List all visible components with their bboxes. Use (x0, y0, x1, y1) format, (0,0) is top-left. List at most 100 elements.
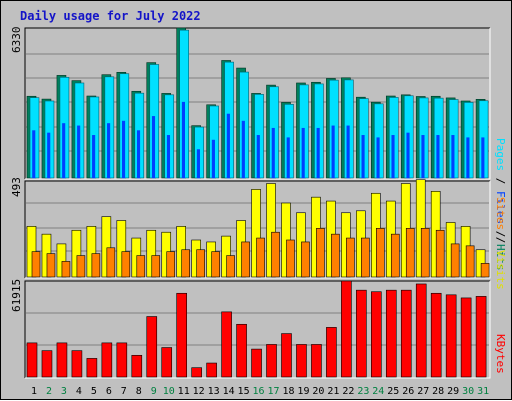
bar-kbytes (341, 280, 352, 378)
bar-files (77, 125, 81, 179)
bar-files (421, 135, 425, 179)
bar-files (181, 101, 185, 179)
day-label: 1 (31, 386, 37, 397)
day-label: 15 (238, 386, 250, 397)
mid-y-max-label: 493 (10, 177, 23, 197)
day-labels: 1 2 3 4 5 6 7 8 9 10 11 12 13 14 15 16 17 18 19 20 21 22 23 24 2… (31, 386, 489, 397)
bar-kbytes (56, 342, 68, 378)
bar-sites (465, 245, 475, 278)
bar-visits (56, 243, 67, 278)
bar-kbytes (176, 292, 187, 378)
bar-sites (151, 255, 161, 278)
bar-sites (226, 255, 235, 278)
bar-sites (390, 233, 400, 278)
bar-sites (420, 228, 430, 278)
bar-kbytes (281, 333, 292, 378)
day-label: 8 (136, 386, 142, 397)
bar-kbytes (475, 296, 487, 378)
bar-visits (101, 216, 112, 278)
day-label: 13 (208, 386, 220, 397)
bar-sites (331, 233, 340, 278)
bar-files (107, 123, 111, 179)
day-label: 4 (76, 386, 82, 397)
bar-kbytes (221, 311, 232, 378)
day-label: 16 (253, 386, 265, 397)
bar-kbytes (311, 344, 322, 378)
bar-sites (31, 251, 41, 278)
bar-visits (146, 229, 157, 278)
bar-kbytes (296, 344, 307, 378)
bar-kbytes (161, 347, 173, 378)
bar-sites (405, 228, 415, 278)
bar-kbytes (71, 350, 83, 378)
bar-sites (361, 237, 370, 278)
bar-kbytes (326, 327, 337, 378)
bar-files (122, 120, 126, 179)
bar-kbytes (430, 292, 442, 378)
bar-visits (71, 229, 82, 278)
bar-sites (256, 237, 265, 278)
day-label: 27 (417, 386, 429, 397)
bar-files (166, 135, 171, 179)
chart-title: Daily usage for July 2022 (20, 9, 201, 23)
bar-files (436, 135, 440, 179)
legend-mid: Sites / Visits (494, 197, 507, 290)
bar-kbytes (101, 342, 113, 378)
bar-sites (450, 243, 460, 278)
day-label: 6 (106, 386, 112, 397)
day-label: 17 (267, 386, 279, 397)
bar-kbytes (460, 297, 472, 378)
day-label: 12 (193, 386, 205, 397)
bar-kbytes (236, 323, 247, 378)
top-y-max-label: 6330 (10, 27, 23, 54)
bar-sites (376, 228, 385, 278)
day-label: 22 (342, 386, 354, 397)
day-label: 7 (121, 386, 127, 397)
legend-sep-3: / (494, 230, 507, 250)
bar-sites (346, 237, 355, 278)
legend-hits: Hits (494, 244, 507, 271)
bar-files (346, 125, 350, 179)
day-label: 24 (372, 386, 384, 397)
bar-files (466, 137, 470, 179)
bar-files (92, 135, 96, 179)
day-label: 9 (151, 386, 157, 397)
bar-sites (196, 249, 205, 278)
day-label: 5 (91, 386, 97, 397)
bar-sites (121, 251, 131, 278)
legend-kbytes: KBytes (494, 334, 507, 374)
legend-top: Pages / Files / Hits (494, 138, 507, 271)
bar-sites (271, 231, 280, 278)
day-label: 19 (297, 386, 309, 397)
bar-sites (91, 253, 101, 278)
bar-files (376, 137, 380, 179)
day-label: 2 (46, 386, 52, 397)
bar-files (331, 125, 335, 179)
day-label: 14 (223, 386, 235, 397)
day-label: 21 (327, 386, 339, 397)
legend-sep-2: / (494, 224, 507, 244)
day-label: 26 (402, 386, 414, 397)
bar-sites (166, 251, 176, 278)
bar-kbytes (415, 283, 427, 378)
day-label: 30 (462, 386, 474, 397)
bar-kbytes (356, 289, 367, 378)
bar-sites (301, 241, 310, 278)
bar-files (391, 135, 395, 179)
legend-sites: Sites (494, 197, 507, 230)
bar-sites (61, 261, 71, 278)
bar-visits (266, 183, 276, 278)
bar-sites (241, 241, 250, 278)
bar-kbytes (266, 344, 277, 378)
bar-sites (106, 247, 116, 278)
day-label: 29 (447, 386, 459, 397)
bar-files (256, 135, 260, 179)
bar-kbytes (116, 342, 128, 378)
bar-kbytes (191, 367, 202, 378)
bottom-y-max-label: 61915 (10, 279, 23, 312)
bar-visits (86, 226, 97, 278)
bar-kbytes (41, 350, 53, 378)
bar-files (47, 132, 51, 179)
bars-layer (26, 27, 490, 378)
